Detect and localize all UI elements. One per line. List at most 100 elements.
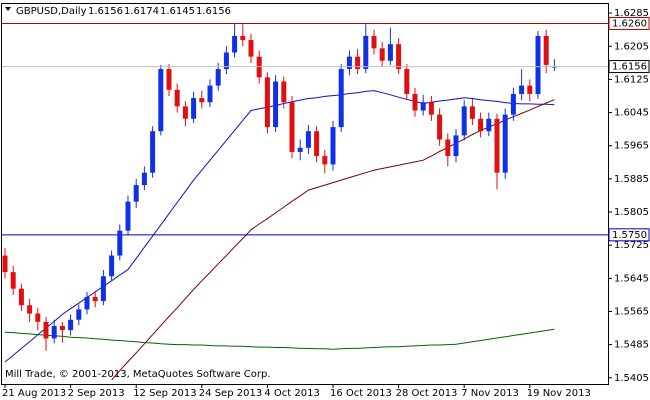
overlay-line [4,90,555,363]
y-tick-label: 1.5805 [614,207,649,218]
candle-body [199,98,205,103]
candle-body [133,185,139,202]
candle-body [18,288,24,306]
candle-body [428,102,434,115]
candle-body [478,118,484,132]
candle-body [355,56,361,70]
y-tick-label: 1.5725 [614,240,649,251]
plot [2,22,608,381]
candle-body [232,35,238,53]
candle-body [322,156,328,165]
candle-body [141,172,147,186]
candle-body [469,106,475,119]
candle-body [535,35,541,94]
candle-body [76,309,82,320]
candle-body [289,102,295,152]
candle-body [346,56,352,70]
x-tick-label: 19 Nov 2013 [527,388,591,399]
y-tick-label: 1.6205 [614,41,649,52]
candle-body [150,131,156,173]
candle-body [35,313,41,322]
x-tick-label: 24 Sep 2013 [199,388,262,399]
candle-body [215,69,221,86]
candle-body [404,69,410,94]
candle-body [305,131,311,148]
candle-body [297,147,303,152]
candle-body [543,35,549,65]
candle-body [519,85,525,94]
candle-body [191,98,197,119]
candle-body [338,69,344,128]
candle-body [166,69,172,90]
candle-body [182,106,188,119]
candle-body [445,139,451,157]
candle-body [158,69,164,132]
candle-body [453,135,459,157]
header: GBPUSD,Daily 1.6156 1.6174 1.6145 1.6156 [16,6,231,17]
level-label-box [608,16,650,30]
candle-body [264,77,270,128]
candle-body [174,89,180,107]
candle-body [379,48,385,61]
candle-body [527,85,533,94]
y-tick-label: 1.6285 [614,8,649,19]
candle-body [10,272,16,289]
plot-frame [1,3,609,385]
candle-body [314,131,320,157]
level-label: 1.5750 [612,230,647,241]
candle-body [461,106,467,136]
candle-body [494,118,500,173]
y-tick-label: 1.5565 [614,306,649,317]
y-tick-label: 1.5645 [614,273,649,284]
candle-body [2,255,8,273]
overlay-line [4,328,555,350]
candle-body [248,40,254,57]
candle-body [59,325,65,331]
candle-body [396,44,402,70]
candle-body [363,35,369,70]
price-label: 1.6156 [612,62,647,73]
candle-body [100,276,106,302]
x-tick-label: 16 Oct 2013 [330,388,392,399]
candle-body [117,230,123,256]
y-tick-label: 1.5405 [614,373,649,384]
y-tick-label: 1.5885 [614,174,649,185]
candle-body [510,93,516,115]
candle-body [281,81,287,103]
candle-body [273,81,279,128]
candle-body [125,201,131,231]
candle-body [486,118,492,132]
header-open: 1.6156 [88,6,123,17]
candle-body [330,127,336,165]
candle-body [502,114,508,173]
candle-body [387,44,393,61]
candle-body [109,255,115,277]
header-high: 1.6174 [124,6,159,17]
x-tick-label: 12 Sep 2013 [133,388,196,399]
x-tick-label: 7 Nov 2013 [461,388,519,399]
candle-body [51,325,57,339]
header-close: 1.6156 [196,6,231,17]
level-label: 1.6260 [612,18,647,29]
candle-body [437,114,443,140]
x-tick-label: 2 Sep 2013 [68,388,125,399]
candle-body [420,102,426,111]
footer: Mill Trade, © 2001-2013, MetaQuotes Soft… [5,369,271,380]
y-tick-label: 1.6045 [614,108,649,119]
x-tick-label: 21 Aug 2013 [2,388,66,399]
y-tick-label: 1.5485 [614,340,649,351]
candle-body [68,319,74,331]
candle-body [43,321,49,339]
x-tick-label: 28 Oct 2013 [396,388,458,399]
menu-arrow [5,7,11,11]
level-label-box [608,228,650,242]
header-low: 1.6145 [160,6,195,17]
chart-title: GBPUSD,Daily [16,6,87,17]
candle-body [412,93,418,111]
candle-body [371,35,377,49]
x-tick-label: 4 Oct 2013 [264,388,319,399]
candle-body [27,305,33,314]
